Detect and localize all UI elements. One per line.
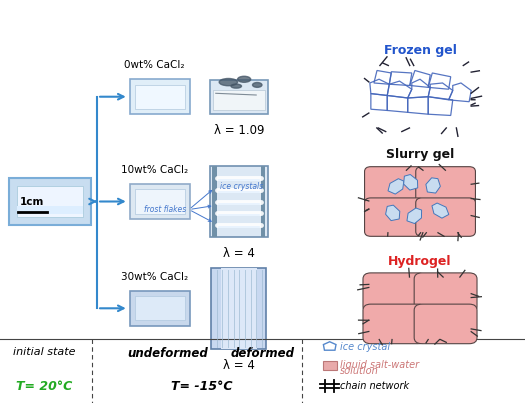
Bar [213, 90, 265, 110]
Text: Slurry gel: Slurry gel [386, 148, 454, 161]
FancyBboxPatch shape [363, 273, 426, 312]
Bar [16, 206, 83, 214]
Text: deformed: deformed [230, 347, 295, 359]
Polygon shape [407, 208, 422, 224]
Text: ice crystal: ice crystal [340, 342, 390, 352]
Text: T= 20°C: T= 20°C [16, 380, 73, 393]
Ellipse shape [231, 84, 242, 88]
Text: solution: solution [340, 366, 379, 376]
Bar [9, 178, 90, 224]
FancyBboxPatch shape [363, 304, 426, 344]
FancyBboxPatch shape [416, 167, 476, 205]
Ellipse shape [253, 83, 262, 87]
Text: Frozen gel: Frozen gel [384, 44, 456, 56]
Text: 10wt% CaCl₂: 10wt% CaCl₂ [121, 165, 187, 175]
FancyBboxPatch shape [416, 198, 476, 236]
Text: initial state: initial state [13, 347, 76, 357]
Text: 0wt% CaCl₂: 0wt% CaCl₂ [124, 60, 184, 70]
Bar [130, 184, 190, 219]
FancyBboxPatch shape [364, 167, 424, 205]
Bar [135, 189, 185, 214]
Bar [130, 291, 190, 326]
FancyBboxPatch shape [364, 198, 424, 236]
Polygon shape [404, 174, 418, 190]
Text: λ = 4: λ = 4 [223, 247, 255, 260]
Text: undeformed: undeformed [128, 347, 208, 359]
Text: liquid salt-water: liquid salt-water [340, 360, 419, 370]
Bar [211, 268, 266, 349]
Bar [135, 85, 185, 109]
Polygon shape [388, 179, 404, 194]
Text: λ = 1.09: λ = 1.09 [214, 124, 264, 137]
Bar [130, 79, 190, 114]
FancyBboxPatch shape [414, 273, 477, 312]
Bar [323, 361, 337, 370]
Text: T= -15°C: T= -15°C [171, 380, 233, 393]
Text: chain network: chain network [340, 381, 410, 391]
Bar [221, 268, 257, 349]
FancyBboxPatch shape [414, 304, 477, 344]
Bar [210, 166, 268, 237]
Polygon shape [385, 205, 400, 220]
Text: frost flakes: frost flakes [144, 205, 186, 214]
Bar [210, 79, 268, 114]
Text: 30wt% CaCl₂: 30wt% CaCl₂ [121, 272, 187, 282]
Ellipse shape [237, 76, 251, 82]
Bar [212, 166, 217, 237]
Polygon shape [426, 178, 440, 193]
Text: Hydrogel: Hydrogel [388, 255, 452, 268]
Bar [261, 166, 266, 237]
Polygon shape [432, 203, 449, 218]
Bar [16, 187, 83, 216]
Text: ice crystals: ice crystals [220, 182, 263, 191]
Text: λ = 4: λ = 4 [223, 359, 255, 372]
Bar [135, 296, 185, 320]
Text: 1cm: 1cm [19, 197, 44, 207]
Ellipse shape [219, 79, 237, 86]
